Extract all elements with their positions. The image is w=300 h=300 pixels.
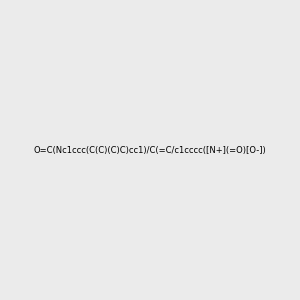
Text: O=C(Nc1ccc(C(C)(C)C)cc1)/C(=C/c1cccc([N+](=O)[O-]): O=C(Nc1ccc(C(C)(C)C)cc1)/C(=C/c1cccc([N+…	[34, 146, 266, 154]
